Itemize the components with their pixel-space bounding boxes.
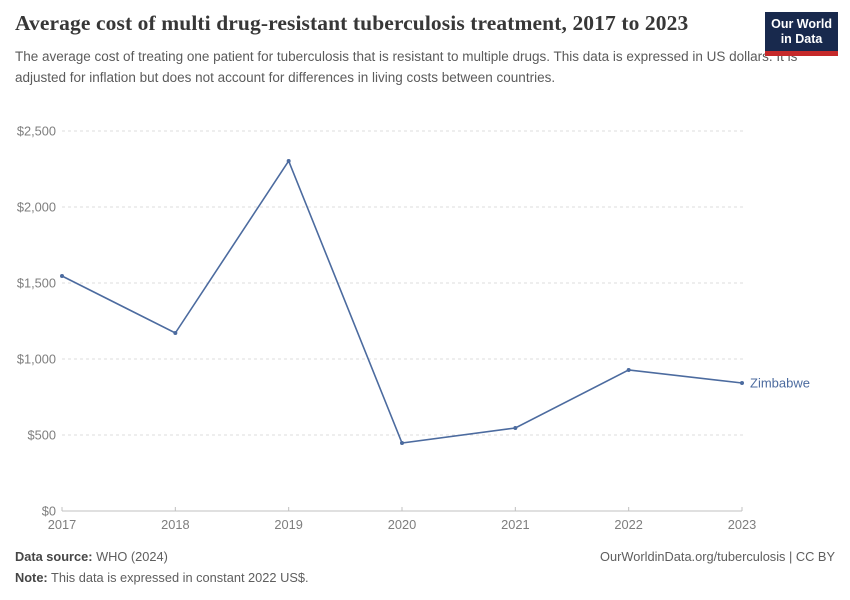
svg-text:$1,000: $1,000 bbox=[17, 352, 56, 367]
svg-text:Zimbabwe: Zimbabwe bbox=[750, 376, 810, 391]
note-label: Note: bbox=[15, 570, 48, 585]
svg-text:2022: 2022 bbox=[614, 517, 642, 532]
svg-text:$0: $0 bbox=[42, 504, 56, 519]
owid-logo-line2: in Data bbox=[780, 32, 823, 46]
chart-title: Average cost of multi drug-resistant tub… bbox=[15, 11, 689, 35]
svg-text:$2,000: $2,000 bbox=[17, 200, 56, 215]
svg-text:$2,500: $2,500 bbox=[17, 124, 56, 139]
chart-footer: Data source: WHO (2024) Note: This data … bbox=[15, 546, 835, 588]
data-source-line: Data source: WHO (2024) bbox=[15, 546, 835, 567]
svg-text:2023: 2023 bbox=[728, 517, 756, 532]
data-source-value: WHO (2024) bbox=[92, 549, 168, 564]
chart-subtitle: The average cost of treating one patient… bbox=[15, 49, 798, 85]
note-value: This data is expressed in constant 2022 … bbox=[47, 570, 309, 585]
svg-text:2019: 2019 bbox=[274, 517, 302, 532]
svg-text:$500: $500 bbox=[28, 428, 56, 443]
owid-logo[interactable]: Our World in Data bbox=[765, 12, 838, 56]
svg-text:$1,500: $1,500 bbox=[17, 276, 56, 291]
note-line: Note: This data is expressed in constant… bbox=[15, 567, 835, 588]
owid-logo-line1: Our World bbox=[771, 17, 832, 31]
owid-attribution-link[interactable]: OurWorldinData.org/tuberculosis | CC BY bbox=[600, 549, 835, 564]
svg-text:2021: 2021 bbox=[501, 517, 529, 532]
svg-text:2018: 2018 bbox=[161, 517, 189, 532]
chart-header: Average cost of multi drug-resistant tub… bbox=[15, 9, 810, 88]
data-source-label: Data source: bbox=[15, 549, 93, 564]
svg-text:2020: 2020 bbox=[388, 517, 416, 532]
svg-text:2017: 2017 bbox=[48, 517, 76, 532]
